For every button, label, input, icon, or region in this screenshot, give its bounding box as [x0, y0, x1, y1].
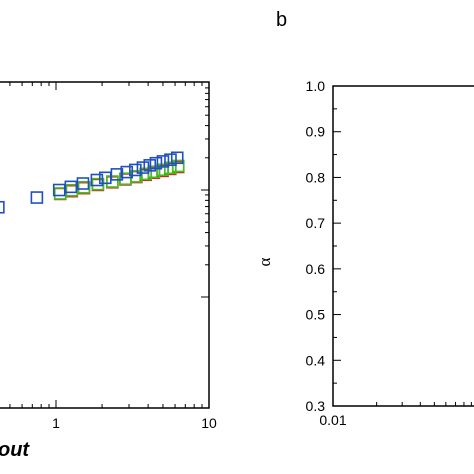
y-tick-label: 0.3 — [306, 398, 326, 414]
panel-a: 1 10 out — [0, 81, 217, 461]
data-point-series-2 — [136, 161, 150, 174]
panel-a-marks — [0, 151, 185, 214]
y-tick-label: 0.8 — [306, 169, 326, 185]
panel-b-ylabel: α — [255, 257, 274, 266]
data-point-series-2 — [170, 151, 184, 165]
data-point-series-2 — [0, 200, 5, 214]
data-point-series-2 — [149, 156, 163, 170]
panel-b: b 0.3 0.4 0.5 0.6 0.7 0.8 0.9 1.0 0.01 α — [255, 9, 474, 428]
data-point-series-1 — [65, 183, 79, 197]
panel-b-ticks: 0.3 0.4 0.5 0.6 0.7 0.8 0.9 1.0 0.01 — [306, 78, 472, 428]
data-point-series-2 — [129, 163, 142, 177]
data-point-series-2 — [110, 168, 124, 181]
x-tick-label: 10 — [201, 415, 217, 431]
data-point-series-2 — [30, 191, 44, 204]
y-tick-label: 0.6 — [306, 261, 326, 277]
data-point-series-2 — [90, 173, 104, 187]
data-point-series-1 — [91, 177, 105, 191]
y-tick-label: 0.5 — [306, 307, 326, 323]
data-point-series-1 — [163, 161, 177, 175]
y-tick-label: 1.0 — [306, 78, 326, 94]
y-tick-label: 0.4 — [306, 352, 326, 368]
data-point-series-2 — [64, 180, 78, 194]
data-point-series-1 — [106, 175, 119, 188]
data-point-series-2 — [76, 177, 90, 190]
x-tick-label: 0.01 — [319, 412, 346, 428]
x-tick-label: 1 — [52, 415, 60, 431]
data-point-series-2 — [156, 155, 170, 168]
data-point-series-1 — [77, 181, 91, 194]
data-point-series-2 — [164, 153, 177, 166]
y-tick-label: 0.7 — [306, 215, 326, 231]
data-point-series-1 — [156, 163, 169, 177]
panel-b-letter: b — [276, 9, 287, 31]
panel-a-frame — [0, 81, 210, 409]
panel-a-xlabel-fragment: out — [0, 439, 30, 461]
y-tick-label: 0.9 — [306, 124, 326, 140]
panel-a-ticks: 1 10 — [9, 82, 217, 431]
data-point-series-0 — [106, 175, 119, 189]
data-point-series-1 — [130, 170, 143, 183]
data-point-series-2 — [120, 165, 134, 179]
panel-b-frame — [332, 85, 474, 407]
